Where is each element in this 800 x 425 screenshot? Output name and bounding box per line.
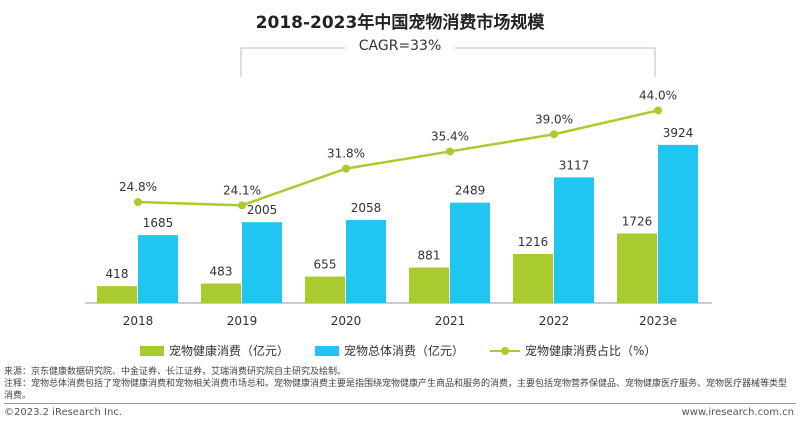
- ratio-point: [550, 130, 558, 139]
- legend-label: 宠物健康消费（亿元）: [169, 344, 290, 358]
- legend: 宠物健康消费（亿元） 宠物总体消费（亿元） 宠物健康消费占比（%）: [140, 342, 656, 359]
- ratio-point: [446, 147, 454, 156]
- bar-value-label: 3117: [559, 158, 590, 172]
- bar-value-label: 1726: [622, 214, 653, 228]
- bar-total: [138, 235, 178, 303]
- x-tick-label: 2023e: [639, 314, 677, 328]
- source-note: 来源：京东健康数据研究院、中金证券、长江证券，艾瑞消费研究院自主研究及绘制。: [4, 367, 347, 377]
- legend-item-ratio: 宠物健康消费占比（%）: [490, 342, 656, 359]
- bar-value-label: 1685: [143, 216, 174, 230]
- ratio-point: [134, 198, 142, 206]
- bar-value-label: 483: [210, 265, 233, 279]
- bar-value-label: 418: [106, 267, 129, 281]
- legend-label: 宠物总体消费（亿元）: [344, 344, 465, 358]
- ratio-label: 24.8%: [119, 180, 157, 194]
- ratio-point: [238, 201, 246, 210]
- website: www.iresearch.com.cn: [681, 407, 794, 418]
- bar-total: [658, 144, 698, 303]
- legend-item-health: 宠物健康消费（亿元）: [140, 342, 289, 359]
- bar-value-label: 1216: [518, 235, 549, 249]
- legend-swatch: [140, 345, 164, 356]
- copyright: ©2023.2 iResearch Inc.: [4, 407, 122, 418]
- ratio-line: [137, 109, 659, 207]
- bar-value-label: 2489: [455, 184, 486, 198]
- bar-total: [554, 177, 594, 303]
- bar-total: [450, 202, 490, 303]
- ratio-point: [342, 164, 350, 173]
- x-tick-label: 2022: [539, 314, 570, 328]
- divider: [4, 403, 796, 404]
- x-tick-label: 2018: [123, 314, 154, 328]
- ratio-label: 24.1%: [223, 183, 261, 197]
- bar-health: [201, 283, 241, 303]
- legend-line-swatch: [490, 346, 521, 355]
- chart-title: 2018-2023年中国宠物消费市场规模: [255, 13, 545, 33]
- cagr-annotation: CAGR=33%: [358, 38, 442, 54]
- bar-health: [305, 276, 345, 303]
- bar-health: [513, 253, 553, 303]
- x-tick-label: 2019: [227, 314, 258, 328]
- ratio-label: 44.0%: [639, 88, 677, 102]
- bar-value-label: 2005: [247, 203, 278, 217]
- bar-value-label: 881: [418, 248, 441, 262]
- ratio-label: 39.0%: [535, 112, 573, 126]
- ratio-point: [654, 106, 662, 115]
- cagr-bracket: [240, 47, 656, 77]
- legend-label: 宠物健康消费占比（%）: [525, 344, 657, 358]
- bar-health: [617, 233, 657, 303]
- x-tick-label: 2020: [331, 314, 362, 328]
- bar-total: [346, 220, 386, 303]
- ratio-label: 35.4%: [431, 129, 469, 143]
- bar-value-label: 655: [314, 258, 337, 272]
- ratio-label: 31.8%: [327, 147, 365, 161]
- bar-value-label: 3924: [663, 126, 694, 140]
- chart-area: 418 1685 2018 483 2005 2019 655 2058 2020 881 2489…: [85, 47, 712, 328]
- legend-swatch: [315, 345, 340, 356]
- x-tick-label: 2021: [435, 314, 466, 328]
- bar-total: [242, 222, 282, 303]
- bar-value-label: 2058: [351, 201, 382, 215]
- legend-item-total: 宠物总体消费（亿元）: [315, 342, 464, 359]
- footnote: 注释：宠物总体消费包括了宠物健康消费和宠物相关消费市场总和。宠物健康消费主要是指…: [4, 379, 788, 401]
- bar-health: [409, 267, 449, 303]
- bar-health: [97, 286, 137, 303]
